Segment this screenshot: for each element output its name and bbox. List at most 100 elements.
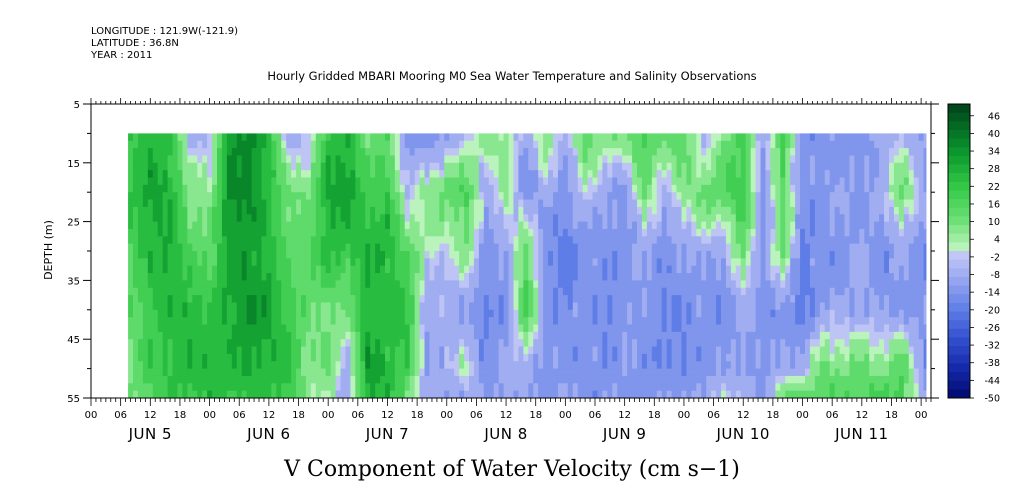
heatmap-cell bbox=[523, 309, 529, 318]
heatmap-cell bbox=[226, 170, 233, 178]
heatmap-cell bbox=[735, 251, 742, 259]
heatmap-cell bbox=[671, 339, 677, 347]
heatmap-cell bbox=[795, 258, 801, 267]
heatmap-cell bbox=[276, 361, 282, 369]
heatmap-cell bbox=[473, 317, 480, 325]
heatmap-cell bbox=[696, 280, 702, 289]
heatmap-cell bbox=[246, 133, 252, 142]
heatmap-cell bbox=[389, 214, 396, 222]
heatmap-cell bbox=[523, 177, 529, 186]
heatmap-cell bbox=[483, 192, 490, 200]
heatmap-cell bbox=[582, 280, 588, 289]
heatmap-cell bbox=[725, 361, 732, 369]
heatmap-cell bbox=[508, 273, 514, 281]
heatmap-cell bbox=[261, 317, 267, 325]
heatmap-cell bbox=[478, 228, 485, 237]
heatmap-cell bbox=[602, 206, 608, 215]
heatmap-cell bbox=[296, 361, 302, 369]
heatmap-cell bbox=[315, 243, 322, 252]
heatmap-cell bbox=[622, 140, 628, 149]
heatmap-cell bbox=[740, 287, 747, 296]
heatmap-cell bbox=[256, 339, 262, 347]
heatmap-cell bbox=[128, 170, 134, 178]
heatmap-cell bbox=[212, 309, 218, 318]
heatmap-cell bbox=[449, 280, 455, 289]
heatmap-cell bbox=[370, 339, 376, 347]
heatmap-cell bbox=[716, 375, 722, 384]
heatmap-cell bbox=[637, 170, 643, 178]
heatmap-cell bbox=[197, 192, 203, 200]
heatmap-cell bbox=[305, 390, 312, 399]
heatmap-cell bbox=[716, 184, 722, 193]
heatmap-cell bbox=[469, 155, 475, 164]
heatmap-cell bbox=[360, 243, 366, 252]
heatmap-cell bbox=[439, 287, 445, 296]
heatmap-cell bbox=[315, 368, 322, 377]
heatmap-cell bbox=[538, 133, 544, 142]
heatmap-cell bbox=[320, 302, 327, 311]
heatmap-cell bbox=[380, 309, 386, 318]
heatmap-cell bbox=[572, 236, 579, 245]
heatmap-cell bbox=[286, 170, 292, 178]
heatmap-cell bbox=[478, 346, 485, 355]
heatmap-cell bbox=[508, 287, 514, 296]
heatmap-cell bbox=[350, 383, 356, 392]
heatmap-cell bbox=[755, 383, 761, 392]
heatmap-cell bbox=[666, 368, 672, 377]
heatmap-cell bbox=[483, 265, 490, 274]
heatmap-cell bbox=[760, 346, 766, 355]
heatmap-cell bbox=[434, 353, 440, 362]
heatmap-cell bbox=[656, 251, 663, 259]
heatmap-cell bbox=[612, 221, 618, 230]
heatmap-cell bbox=[790, 221, 796, 230]
heatmap-cell bbox=[760, 390, 766, 399]
heatmap-cell bbox=[503, 331, 509, 340]
heatmap-cell bbox=[548, 162, 554, 171]
heatmap-cell bbox=[464, 273, 470, 281]
heatmap-cell bbox=[661, 383, 668, 392]
heatmap-cell bbox=[528, 265, 534, 274]
heatmap-cell bbox=[562, 170, 569, 178]
heatmap-cell bbox=[449, 155, 455, 164]
heatmap-cell bbox=[301, 192, 307, 200]
heatmap-cell bbox=[602, 228, 608, 237]
heatmap-cell bbox=[365, 339, 371, 347]
heatmap-cell bbox=[765, 331, 771, 340]
heatmap-cell bbox=[167, 214, 173, 222]
heatmap-cell bbox=[152, 353, 159, 362]
heatmap-cell bbox=[192, 214, 198, 222]
heatmap-cell bbox=[310, 361, 317, 369]
heatmap-cell bbox=[597, 295, 603, 303]
heatmap-cell bbox=[646, 236, 653, 245]
heatmap-cell bbox=[572, 228, 579, 237]
heatmap-cell bbox=[370, 280, 376, 289]
heatmap-cell bbox=[528, 148, 534, 156]
heatmap-cell bbox=[622, 265, 628, 274]
heatmap-cell bbox=[760, 383, 766, 392]
heatmap-cell bbox=[513, 199, 519, 208]
heatmap-cell bbox=[809, 295, 816, 303]
heatmap-cell bbox=[241, 295, 248, 303]
heatmap-cell bbox=[187, 295, 193, 303]
heatmap-cell bbox=[538, 302, 544, 311]
heatmap-cell bbox=[637, 383, 643, 392]
heatmap-cell bbox=[301, 383, 307, 392]
heatmap-cell bbox=[513, 295, 519, 303]
heatmap-cell bbox=[221, 177, 228, 186]
heatmap-cell bbox=[646, 192, 653, 200]
heatmap-cell bbox=[251, 258, 257, 267]
heatmap-cell bbox=[711, 280, 717, 289]
heatmap-cell bbox=[483, 317, 490, 325]
heatmap-cell bbox=[641, 302, 648, 311]
heatmap-cell bbox=[266, 192, 272, 200]
heatmap-cell bbox=[133, 324, 139, 333]
heatmap-cell bbox=[557, 133, 564, 142]
heatmap-cell bbox=[305, 287, 312, 296]
heatmap-cell bbox=[745, 221, 752, 230]
heatmap-cell bbox=[128, 375, 134, 384]
heatmap-cell bbox=[197, 287, 203, 296]
heatmap-cell bbox=[172, 184, 178, 193]
heatmap-cell bbox=[221, 148, 228, 156]
heatmap-cell bbox=[439, 309, 445, 318]
heatmap-cell bbox=[498, 339, 504, 347]
